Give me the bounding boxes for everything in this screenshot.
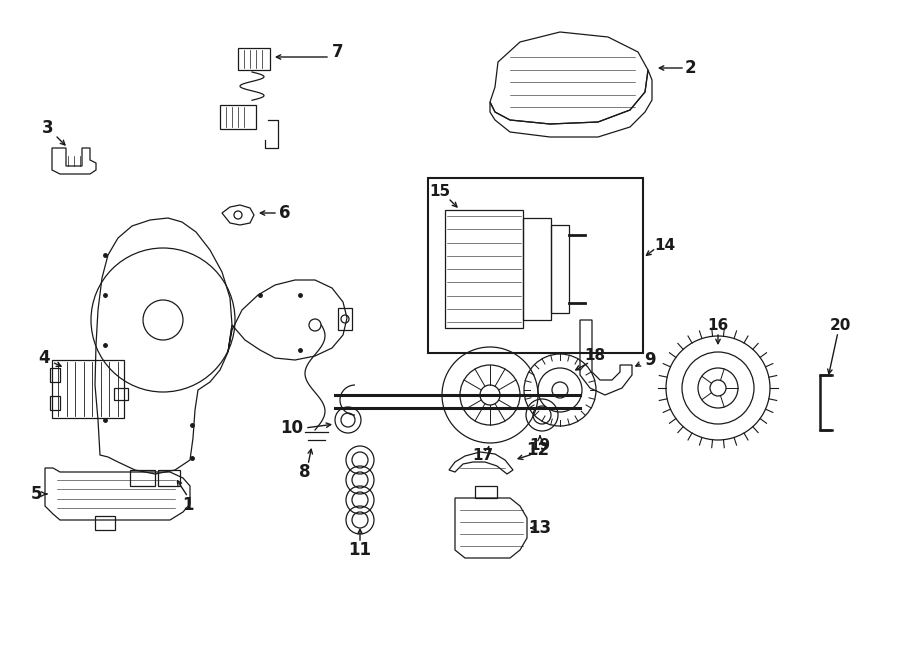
Text: 6: 6 [279,204,291,222]
Bar [220,105,256,129]
Bar [238,48,270,70]
Bar [50,368,60,382]
Text: 7: 7 [332,43,344,61]
Text: 20: 20 [829,317,850,332]
Text: 18: 18 [584,348,606,362]
Text: 1: 1 [182,496,194,514]
Text: 5: 5 [31,485,41,503]
Text: 16: 16 [707,317,729,332]
Text: 19: 19 [529,438,551,453]
Bar [428,178,643,353]
Bar [50,396,60,410]
Bar [52,360,124,418]
Text: 4: 4 [38,349,50,367]
Bar [158,470,180,486]
Bar [523,218,551,320]
Text: 10: 10 [281,419,303,437]
Bar [95,516,115,530]
Text: 3: 3 [42,119,54,137]
Bar [551,225,569,313]
Bar [130,470,155,486]
Bar [475,486,497,498]
Text: 15: 15 [429,184,451,200]
Text: 13: 13 [528,519,552,537]
Text: 8: 8 [299,463,310,481]
Text: 9: 9 [644,351,656,369]
Bar [338,308,352,330]
Text: 14: 14 [654,237,676,253]
Text: 11: 11 [348,541,372,559]
Text: 12: 12 [526,441,550,459]
Bar [114,388,128,400]
Text: 2: 2 [684,59,696,77]
Text: 17: 17 [472,447,493,463]
Bar [445,210,523,328]
